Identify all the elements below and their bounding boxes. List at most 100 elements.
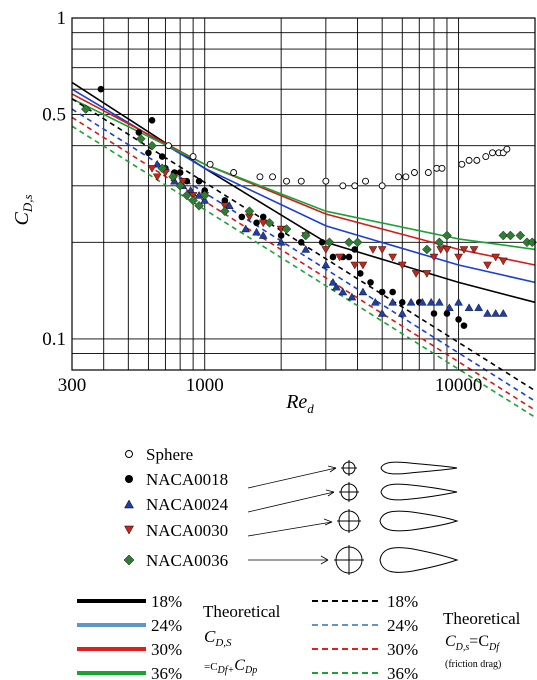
naca0030-point bbox=[335, 253, 344, 262]
naca0030-point bbox=[358, 261, 368, 270]
legend-arrows bbox=[247, 465, 337, 565]
naca0030-point bbox=[147, 165, 157, 173]
sphere-point bbox=[395, 173, 402, 181]
naca0030-point bbox=[397, 261, 407, 270]
naca0018-profile-icon bbox=[380, 461, 458, 475]
naca0024-point bbox=[332, 282, 341, 291]
naca0024-point bbox=[397, 309, 407, 317]
naca0024-point bbox=[347, 292, 357, 301]
naca0024-point bbox=[454, 297, 463, 306]
line-theoretical-friction-24 bbox=[71, 108, 536, 402]
sphere-point bbox=[378, 182, 386, 190]
legend-dashed-note: (friction drag) bbox=[445, 659, 501, 670]
naca0036-point bbox=[182, 190, 192, 201]
line-theoretical-total-30 bbox=[71, 93, 536, 266]
y-tick-label: 0.1 bbox=[42, 329, 66, 350]
legend-naca0036-label: NACA0036 bbox=[146, 551, 228, 570]
sphere-point bbox=[339, 182, 347, 190]
legend-naca0018-marker bbox=[125, 475, 133, 483]
naca0036-profile-icon bbox=[379, 547, 459, 573]
sphere-point bbox=[269, 173, 277, 181]
legend-dashed-18-label: 18% bbox=[387, 592, 418, 611]
legend-sphere-label: Sphere bbox=[146, 445, 193, 464]
naca0024-point bbox=[426, 297, 436, 306]
sphere-point bbox=[230, 169, 238, 176]
arrow-0036-head bbox=[320, 555, 329, 565]
naca0024-point bbox=[406, 297, 416, 306]
naca0036-point bbox=[434, 237, 445, 248]
naca0030-point bbox=[483, 261, 492, 270]
sphere-point bbox=[438, 164, 446, 172]
naca0036-point bbox=[515, 230, 526, 241]
naca0018-point bbox=[277, 232, 285, 239]
naca0036-point bbox=[194, 200, 204, 211]
naca0018-point bbox=[398, 299, 406, 306]
x-tick-label: 10000 bbox=[435, 375, 483, 396]
naca0024-point bbox=[483, 309, 492, 317]
naca0024-point bbox=[241, 224, 251, 233]
data-points bbox=[81, 85, 537, 329]
naca0024-point bbox=[498, 309, 508, 317]
naca0024-section-icon bbox=[339, 482, 359, 502]
naca0036-point bbox=[352, 237, 363, 248]
marker-legend: Sphere NACA0018 NACA0024 NACA0030 NACA00… bbox=[123, 445, 229, 570]
line-theoretical-total-36 bbox=[71, 98, 536, 251]
naca0036-point bbox=[281, 224, 292, 234]
arrow-0030-head bbox=[323, 518, 333, 526]
legend-naca0024-marker bbox=[124, 499, 134, 509]
dashed-line-legend: 18% 24% 30% 36% Theoretical CD,s=CDf (fr… bbox=[312, 592, 521, 680]
naca0036-point bbox=[147, 140, 157, 151]
naca0024-point bbox=[358, 287, 368, 296]
sphere-point bbox=[362, 177, 369, 185]
legend-dashed-36-label: 36% bbox=[387, 664, 418, 680]
x-tick-label: 300 bbox=[58, 375, 87, 396]
naca0024-point bbox=[276, 237, 286, 246]
solid-line-legend: 18% 24% 30% 36% Theoretical CD,S =CDf+CD… bbox=[77, 592, 281, 680]
naca0024-point bbox=[371, 297, 380, 306]
legend-sphere-marker bbox=[125, 450, 133, 458]
naca0018-point bbox=[367, 279, 374, 286]
naca0036-point bbox=[422, 244, 432, 255]
naca0024-point bbox=[445, 303, 454, 312]
naca0030-point bbox=[258, 219, 268, 228]
plot-frame bbox=[71, 17, 536, 371]
naca0036-point bbox=[136, 134, 146, 144]
naca0030-point bbox=[436, 246, 446, 254]
naca0030-profile-icon bbox=[379, 510, 459, 532]
naca0018-point bbox=[389, 288, 396, 296]
legend-naca0030-label: NACA0030 bbox=[146, 521, 228, 540]
naca0024-point bbox=[252, 227, 261, 236]
sphere-point bbox=[283, 177, 290, 185]
line-theoretical-friction-30 bbox=[71, 116, 536, 411]
sphere-point bbox=[489, 149, 496, 157]
naca0024-point bbox=[474, 303, 484, 312]
naca0030-section-icon bbox=[337, 509, 361, 533]
naca0030-point bbox=[388, 253, 398, 262]
naca0018-point bbox=[318, 239, 326, 246]
x-tick-label: 1000 bbox=[186, 375, 224, 396]
arrow-0024 bbox=[247, 491, 335, 513]
naca0018-point bbox=[430, 310, 438, 317]
naca0036-point bbox=[344, 237, 354, 248]
naca0036-section-icon bbox=[334, 545, 364, 575]
naca0024-profile-icon bbox=[380, 483, 458, 501]
naca0036-point bbox=[81, 104, 91, 114]
sphere-point bbox=[322, 177, 330, 185]
naca0024-point bbox=[464, 303, 474, 312]
naca0030-point bbox=[491, 253, 501, 262]
naca0018-section-icon bbox=[341, 460, 357, 476]
legend-solid-formula-rhs: =CDf+CDp bbox=[204, 657, 257, 676]
naca0036-point bbox=[244, 206, 255, 216]
naca0030-point bbox=[454, 253, 463, 262]
naca0018-point bbox=[443, 310, 451, 317]
naca0024-point bbox=[491, 309, 501, 317]
naca0024-point bbox=[321, 260, 331, 269]
naca0030-point bbox=[368, 246, 378, 254]
naca0018-point bbox=[238, 213, 246, 221]
sphere-point bbox=[402, 173, 410, 181]
legend-dashed-title: Theoretical bbox=[443, 609, 521, 628]
naca0036-point bbox=[324, 237, 335, 248]
naca0030-point bbox=[411, 270, 421, 278]
sphere-point bbox=[410, 169, 418, 176]
sphere-point bbox=[482, 153, 490, 161]
